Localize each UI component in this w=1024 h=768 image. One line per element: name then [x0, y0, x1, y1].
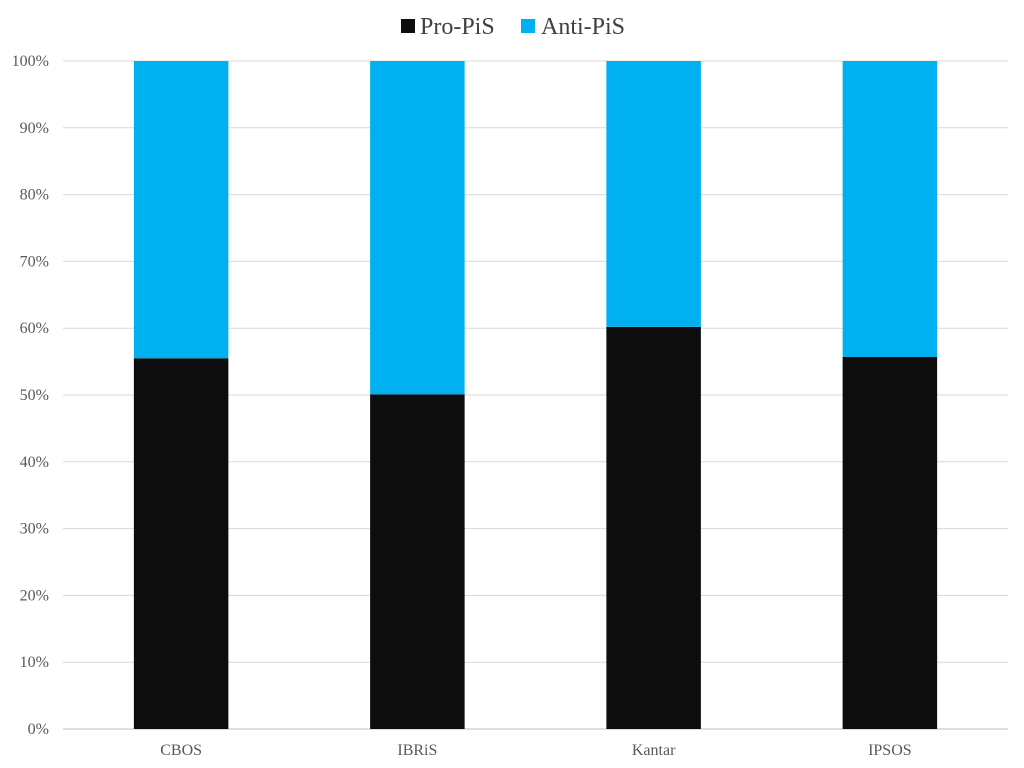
bar-pro-pis-cbos — [133, 358, 229, 729]
y-axis-tick-labels: 0% 10% 20% 30% 40% 50% 60% 70% 80% 90% 100% — [12, 53, 49, 738]
bar-pro-pis-ipsos — [842, 356, 938, 729]
chart-legend: Pro-PiS Anti-PiS — [401, 14, 625, 40]
bar-anti-pis-kantar — [606, 61, 701, 327]
bar-pro-pis-ibris — [370, 394, 465, 729]
x-tick-label: IPSOS — [868, 742, 912, 759]
y-tick-label: 10% — [20, 654, 49, 671]
y-tick-label: 30% — [20, 521, 49, 538]
bar-anti-pis-cbos — [133, 61, 229, 359]
x-axis-tick-labels: CBOS IBRiS Kantar IPSOS — [160, 742, 911, 759]
y-tick-label: 40% — [20, 454, 49, 471]
bar-pro-pis-kantar — [606, 326, 701, 729]
x-tick-label: CBOS — [160, 742, 202, 759]
legend-swatch-anti-pis — [521, 19, 535, 33]
bar-anti-pis-ipsos — [842, 61, 938, 357]
bars — [133, 61, 938, 729]
y-tick-label: 70% — [20, 253, 49, 270]
legend-label-anti-pis: Anti-PiS — [541, 14, 625, 40]
x-tick-label: IBRiS — [397, 742, 437, 759]
y-tick-label: 100% — [12, 53, 49, 70]
y-tick-label: 60% — [20, 320, 49, 337]
legend-label-pro-pis: Pro-PiS — [420, 14, 495, 40]
y-tick-label: 20% — [20, 587, 49, 604]
bar-anti-pis-ibris — [370, 61, 465, 395]
y-tick-label: 0% — [28, 721, 49, 738]
y-tick-label: 90% — [20, 120, 49, 137]
y-tick-label: 80% — [20, 187, 49, 204]
y-tick-label: 50% — [20, 387, 49, 404]
legend-swatch-pro-pis — [401, 19, 415, 33]
x-tick-label: Kantar — [632, 742, 676, 759]
